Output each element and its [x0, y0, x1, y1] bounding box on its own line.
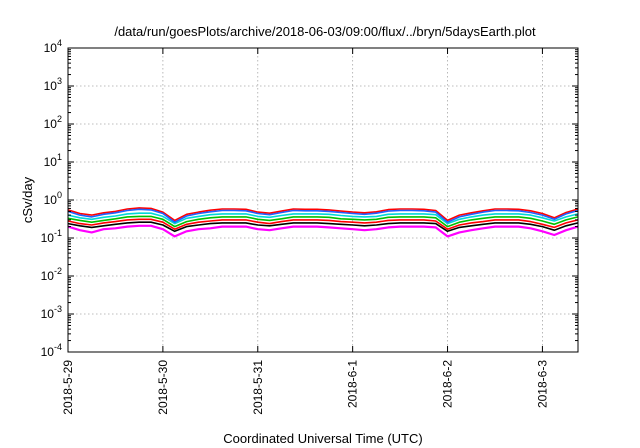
x-tick-label: 2018-5-31 — [251, 360, 265, 415]
series-line-1 — [67, 224, 579, 238]
y-tick-label: 10-2 — [41, 266, 62, 283]
y-tick-label: 104 — [44, 38, 62, 55]
y-tick-labels: 10-4 10-3 10-2 10-1 100 101 102 103 104 — [41, 38, 62, 359]
ticks — [67, 47, 578, 353]
x-tick-label: 2018-5-29 — [61, 360, 75, 415]
y-tick-label: 10-1 — [41, 228, 62, 245]
x-tick-label: 2018-6-2 — [441, 360, 455, 408]
x-tick-label: 2018-6-3 — [535, 360, 549, 408]
series-line-2 — [67, 218, 579, 230]
y-tick-label: 10-4 — [41, 342, 62, 359]
series-layer — [67, 207, 579, 238]
x-axis-label: Coordinated Universal Time (UTC) — [223, 431, 422, 446]
series-line-3 — [67, 221, 579, 233]
x-tick-labels: 2018-5-29 2018-5-30 2018-5-31 2018-6-1 2018-… — [61, 360, 549, 415]
x-tick-label: 2018-5-30 — [156, 360, 170, 415]
y-tick-label: 102 — [44, 114, 62, 131]
chart-title: /data/run/goesPlots/archive/2018-06-03/0… — [114, 24, 536, 39]
y-tick-label: 103 — [44, 76, 62, 93]
grid — [67, 48, 578, 352]
y-tick-label: 101 — [44, 152, 62, 169]
y-tick-label: 100 — [44, 190, 62, 207]
series-line-4 — [67, 215, 579, 228]
y-axis-label: cSv/day — [20, 176, 35, 223]
x-tick-label: 2018-6-1 — [346, 360, 360, 408]
series-line-6 — [67, 207, 579, 222]
series-line-5 — [67, 212, 579, 225]
series-line-7 — [67, 208, 579, 223]
y-tick-label: 10-3 — [41, 304, 62, 321]
